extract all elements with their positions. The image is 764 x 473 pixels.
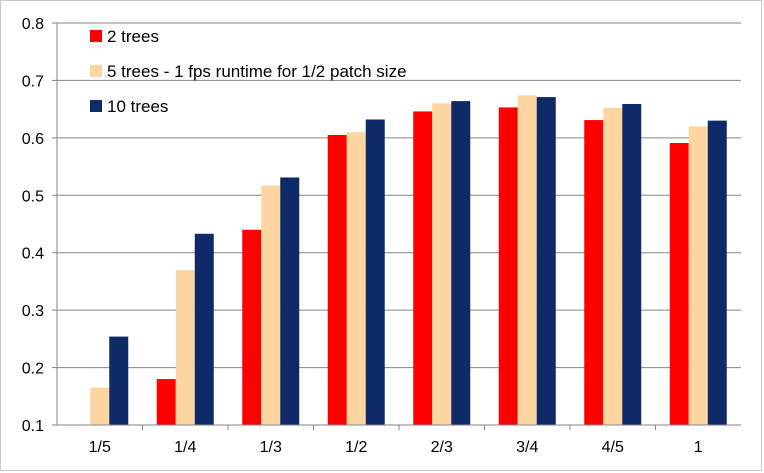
bar-5-trees-1-5 xyxy=(90,387,110,425)
bar-5-trees-1-3 xyxy=(261,185,281,425)
legend-swatch xyxy=(90,100,102,112)
x-tick-label: 1/2 xyxy=(345,439,367,456)
y-axis-tick-labels: 0.1 0.2 0.3 0.4 0.5 0.6 0.7 0.8 xyxy=(22,16,44,435)
legend-entry: 5 trees - 1 fps runtime for 1/2 patch si… xyxy=(90,62,407,81)
bar-5-trees-1-4 xyxy=(175,269,195,425)
x-tick-label: 1/3 xyxy=(260,439,282,456)
bar-2-trees-3-4 xyxy=(498,107,518,426)
legend-label: 5 trees - 1 fps runtime for 1/2 patch si… xyxy=(107,62,407,81)
bar-5-trees-1-2 xyxy=(346,132,366,425)
y-tick-label: 0.8 xyxy=(22,16,44,33)
legend-entry: 2 trees xyxy=(90,27,159,46)
bar-10-trees-1-3 xyxy=(280,177,300,425)
bar-5-trees-1 xyxy=(688,126,708,425)
bar-2-trees-2-3 xyxy=(413,111,433,425)
legend-swatch xyxy=(90,30,102,42)
bar-10-trees-1-5 xyxy=(109,336,129,425)
axes xyxy=(56,23,741,430)
bar-2-trees-1-4 xyxy=(156,379,176,425)
bar-2-trees-1 xyxy=(669,143,689,426)
x-tick-label: 4/5 xyxy=(602,439,624,456)
legend: 2 trees 5 trees - 1 fps runtime for 1/2 p… xyxy=(90,27,407,116)
bar-2-trees-1-3 xyxy=(242,229,262,425)
x-tick-label: 1/5 xyxy=(89,439,111,456)
x-tick-label: 1/4 xyxy=(174,439,196,456)
bar-10-trees-1 xyxy=(707,120,727,425)
y-tick-label: 0.3 xyxy=(22,303,44,320)
bar-5-trees-2-3 xyxy=(432,103,452,426)
bar-10-trees-4-5 xyxy=(622,103,642,425)
bar-5-trees-4-5 xyxy=(603,107,623,425)
bar-2-trees-4-5 xyxy=(584,120,604,425)
bar-10-trees-1-2 xyxy=(365,119,385,425)
y-tick-label: 0.2 xyxy=(22,361,44,378)
bar-10-trees-3-4 xyxy=(536,97,556,425)
bar-10-trees-1-4 xyxy=(194,233,214,425)
legend-entry: 10 trees xyxy=(90,97,168,116)
bar-2-trees-1-2 xyxy=(327,134,347,425)
y-tick-label: 0.6 xyxy=(22,131,44,148)
x-tick-label: 1 xyxy=(694,439,703,456)
y-tick-label: 0.1 xyxy=(22,418,44,435)
x-tick-label: 2/3 xyxy=(431,439,453,456)
bar-5-trees-3-4 xyxy=(517,95,537,426)
y-tick-label: 0.5 xyxy=(22,188,44,205)
bar-10-trees-2-3 xyxy=(451,101,471,426)
legend-swatch xyxy=(90,65,102,77)
legend-label: 2 trees xyxy=(107,27,159,46)
x-axis-tick-labels: 1/5 1/4 1/3 1/2 2/3 3/4 4/5 1 xyxy=(89,439,703,456)
legend-label: 10 trees xyxy=(107,97,168,116)
bars xyxy=(90,95,727,426)
y-tick-label: 0.7 xyxy=(22,73,44,90)
y-tick-label: 0.4 xyxy=(22,246,44,263)
x-tick-label: 3/4 xyxy=(516,439,538,456)
